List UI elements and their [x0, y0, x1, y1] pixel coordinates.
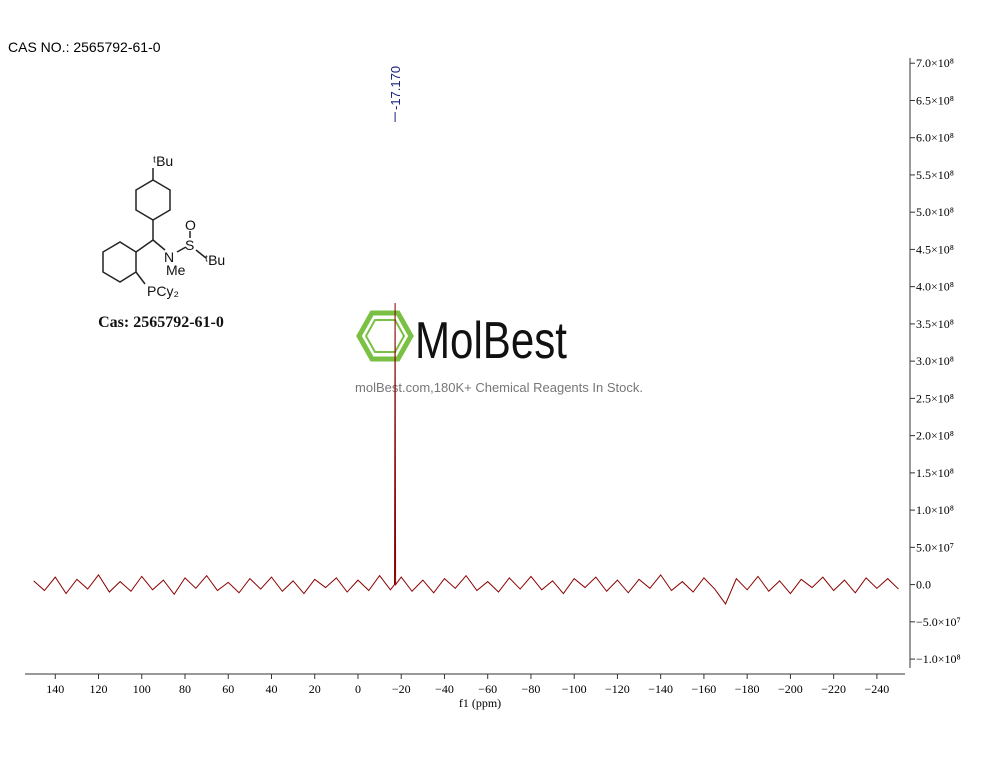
- y-tick-label: 5.0×10⁸: [916, 205, 954, 219]
- x-tick-label: −80: [522, 682, 541, 696]
- logo-hexagon: [356, 310, 414, 362]
- atom-label: ᵗBu: [153, 153, 173, 169]
- y-tick-label: 5.0×10⁷: [916, 540, 954, 554]
- y-tick-label: 2.5×10⁸: [916, 391, 954, 405]
- x-tick-label: 80: [179, 682, 191, 696]
- y-tick-label: 0.0: [916, 578, 931, 592]
- x-tick-label: −120: [605, 682, 630, 696]
- x-tick-label: −100: [562, 682, 587, 696]
- x-tick-label: −220: [821, 682, 846, 696]
- y-tick-label: 1.0×10⁸: [916, 503, 954, 517]
- atom-label: S: [185, 237, 194, 253]
- bond: [176, 246, 187, 253]
- atom-label: PCy₂: [147, 283, 179, 299]
- atom-label: N: [164, 249, 174, 265]
- structure: [102, 168, 207, 285]
- x-tick-label: −140: [648, 682, 673, 696]
- x-tick-label: 100: [133, 682, 151, 696]
- brand: MolBest: [415, 312, 567, 370]
- x-tick-label: −240: [865, 682, 890, 696]
- y-tick-label: 6.0×10⁸: [916, 131, 954, 145]
- caption: Cas: 2565792-61-0: [98, 314, 224, 331]
- x-tick-label: 140: [46, 682, 64, 696]
- atom-label: Me: [166, 262, 186, 278]
- tagline: molBest.com,180K+ Chemical Reagents In S…: [355, 380, 643, 395]
- atom-label: ᵗBu: [205, 252, 225, 268]
- x-tick-label: −60: [478, 682, 497, 696]
- y-tick-label: 6.5×10⁸: [916, 93, 954, 107]
- bond: [135, 271, 146, 285]
- peak-label: -17.170: [388, 66, 403, 110]
- y-tick-label: 7.0×10⁸: [916, 56, 954, 70]
- x-tick-label: 60: [222, 682, 234, 696]
- x-tick-label: −40: [435, 682, 454, 696]
- x-tick-label: −200: [778, 682, 803, 696]
- y-tick-label: −5.0×10⁷: [916, 615, 961, 629]
- bond: [152, 239, 166, 251]
- y-tick-label: 3.0×10⁸: [916, 354, 954, 368]
- y-tick-label: 2.0×10⁸: [916, 429, 954, 443]
- x-tick-label: −160: [692, 682, 717, 696]
- x-axis-label: f1 (ppm): [459, 696, 501, 710]
- y-tick-label: 4.5×10⁸: [916, 242, 954, 256]
- ring: [102, 241, 137, 283]
- bond: [195, 249, 207, 259]
- x-tick-label: 20: [309, 682, 321, 696]
- y-tick-label: 1.5×10⁸: [916, 466, 954, 480]
- y-tick-label: −1.0×10⁸: [916, 652, 961, 666]
- y-tick-label: 4.0×10⁸: [916, 280, 954, 294]
- bond: [135, 239, 154, 253]
- x-tick-label: 0: [355, 682, 361, 696]
- atom-label: O: [185, 217, 196, 233]
- header: CAS NO.: 2565792-61-0: [8, 39, 161, 55]
- x-tick-label: 120: [90, 682, 108, 696]
- logo-hexagon: [364, 319, 406, 353]
- x-tick-label: 40: [265, 682, 277, 696]
- x-tick-label: −180: [735, 682, 760, 696]
- logo: MolBest molBest.com,180K+ Chemical Reage…: [355, 310, 643, 395]
- x-tick-label: −20: [392, 682, 411, 696]
- ring: [135, 179, 171, 221]
- y-tick-label: 5.5×10⁸: [916, 168, 954, 182]
- spectrum-line: [33, 303, 899, 605]
- y-tick-label: 3.5×10⁸: [916, 317, 954, 331]
